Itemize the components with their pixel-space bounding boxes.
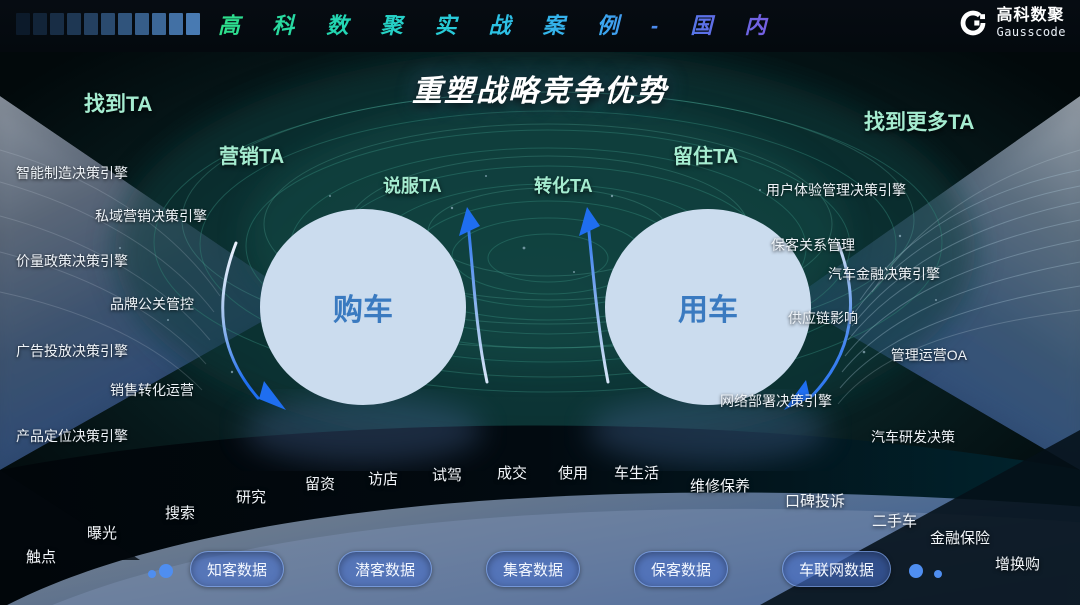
header-bar-9 [152, 13, 166, 35]
arrow-left-outer [221, 241, 260, 400]
circle-label-buy-car: 购车 [333, 294, 393, 327]
journey-stage-item: 金融保险 [930, 530, 991, 547]
arrow-center-right-head [579, 207, 600, 236]
data-pill-button[interactable]: 车联网数据 [782, 551, 892, 587]
left-engine-item: 广告投放决策引擎 [16, 343, 128, 359]
arrow-right-outer-head [784, 380, 810, 410]
arrow-left-outer-head [259, 381, 286, 410]
data-pill-button[interactable]: 知客数据 [190, 551, 285, 587]
right-engine-item: 供应链影响 [788, 310, 858, 326]
slide-header: 高 科 数 聚 实 战 案 例 - 国 内 高科数聚 Gausscode [0, 0, 1080, 52]
pill-indicator-dot [909, 564, 923, 578]
journey-stage-item: 留资 [305, 476, 336, 493]
page-title: 重塑战略竞争优势 [412, 75, 668, 108]
logo-name-cn: 高科数聚 [996, 7, 1065, 24]
arrow-center-right [586, 220, 610, 384]
header-bar-2 [33, 13, 47, 35]
journey-stage-item: 成交 [497, 465, 528, 482]
arrow-center-left-head [459, 207, 480, 236]
left-engine-item: 品牌公关管控 [110, 296, 194, 312]
journey-stage-item: 搜索 [165, 505, 196, 522]
header-bar-4 [67, 13, 81, 35]
circle-use-car-shape [605, 209, 811, 405]
journey-stage-item: 试驾 [432, 467, 463, 484]
right-engine-item: 管理运营OA [890, 347, 967, 363]
logo-name-en: Gausscode [996, 25, 1066, 39]
right-engine-item: 汽车金融决策引擎 [828, 266, 940, 282]
header-gradient-bars [16, 13, 200, 35]
ta-label-find-more-ta: 找到更多TA [864, 111, 975, 134]
journey-stage-item: 访店 [368, 471, 399, 488]
left-engine-item: 销售转化运营 [110, 382, 194, 398]
right-engine-item: 汽车研发决策 [871, 429, 955, 445]
arrow-center-left [466, 220, 489, 384]
ta-label-convert-ta: 转化TA [534, 176, 593, 196]
right-engine-item: 网络部署决策引擎 [720, 393, 832, 409]
pill-indicator-dot [148, 570, 156, 578]
right-engine-item: 保客关系管理 [771, 237, 855, 253]
header-bar-7 [118, 13, 132, 35]
left-engine-item: 私域营销决策引擎 [95, 208, 207, 224]
ta-label-market-ta: 营销TA [219, 146, 285, 168]
gausscode-logo-icon [958, 8, 988, 38]
journey-stage-item: 增换购 [995, 556, 1041, 573]
header-bar-11 [186, 13, 200, 35]
brand-logo: 高科数聚 Gausscode [958, 8, 1066, 38]
data-pill-button[interactable]: 潜客数据 [338, 551, 433, 587]
left-engine-item: 智能制造决策引擎 [16, 165, 128, 181]
pill-indicator-dot [159, 564, 173, 578]
header-bar-5 [84, 13, 98, 35]
header-bar-6 [101, 13, 115, 35]
left-engine-item: 价量政策决策引擎 [16, 253, 128, 269]
journey-stage-item: 使用 [558, 465, 589, 482]
journey-stage-item: 二手车 [872, 513, 918, 530]
header-bar-3 [50, 13, 64, 35]
header-bar-1 [16, 13, 30, 35]
header-title: 高 科 数 聚 实 战 案 例 - 国 内 [218, 11, 779, 41]
arrow-right-outer [810, 241, 852, 398]
ta-label-retain-ta: 留住TA [673, 146, 739, 168]
ta-label-find-ta: 找到TA [84, 93, 153, 116]
left-engine-item: 产品定位决策引擎 [16, 428, 128, 444]
circle-label-use-car: 用车 [678, 294, 738, 327]
journey-stage-item: 研究 [236, 489, 267, 506]
data-pill-button[interactable]: 集客数据 [486, 551, 581, 587]
journey-stage-item: 车生活 [614, 465, 660, 482]
header-bar-8 [135, 13, 149, 35]
journey-stage-item: 维修保养 [690, 478, 751, 495]
pill-indicator-dot [934, 570, 942, 578]
header-bar-10 [169, 13, 183, 35]
circle-buy-car-shape [260, 209, 466, 405]
data-pill-button[interactable]: 保客数据 [634, 551, 729, 587]
ta-label-persuade-ta: 说服TA [383, 176, 442, 196]
journey-stage-item: 口碑投诉 [785, 493, 846, 510]
journey-stage-item: 触点 [26, 549, 57, 566]
journey-stage-item: 曝光 [87, 525, 118, 542]
right-engine-item: 用户体验管理决策引擎 [766, 182, 906, 198]
